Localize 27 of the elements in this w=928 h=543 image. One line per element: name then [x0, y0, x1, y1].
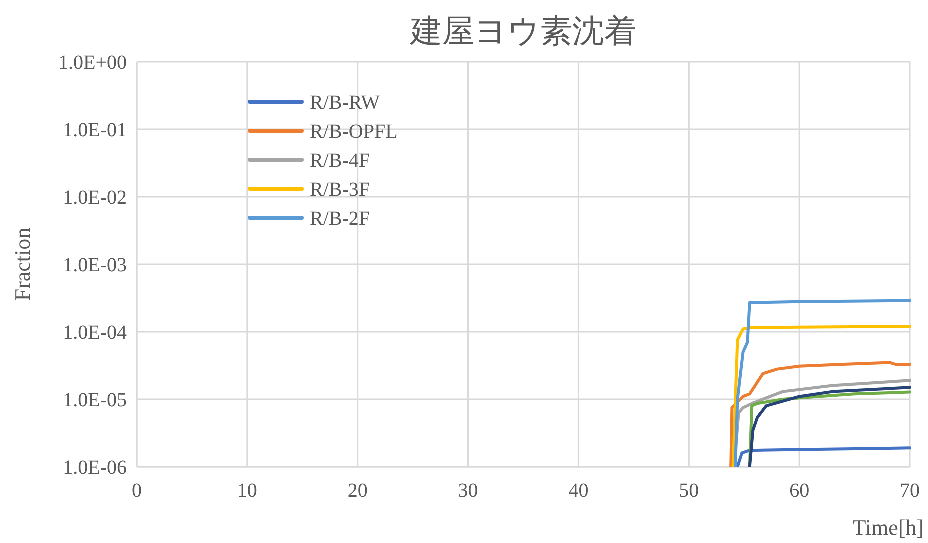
legend-label: R/B-OPFL	[310, 121, 398, 143]
y-tick-label: 1.0E-01	[63, 120, 127, 142]
x-tick-label: 10	[237, 480, 258, 502]
line-series	[730, 361, 912, 467]
x-tick-label: 0	[132, 480, 142, 502]
chart-title: 建屋ヨウ素沈着	[410, 13, 636, 49]
legend-label: R/B-2F	[310, 208, 370, 230]
legend-label: R/B-RW	[310, 92, 380, 114]
y-tick-label: 1.0E-05	[63, 390, 127, 412]
x-tick-label: 60	[790, 480, 810, 502]
x-tick-label: 20	[348, 480, 368, 502]
x-tick-label: 50	[679, 480, 700, 502]
y-tick-label: 1.0E+00	[58, 52, 127, 74]
x-axis-title: Time[h]	[852, 515, 924, 540]
legend-label: R/B-4F	[310, 150, 370, 172]
x-tick-label: 40	[568, 480, 589, 502]
x-tick-label: 30	[458, 480, 478, 502]
y-tick-label: 1.0E-04	[63, 322, 127, 344]
y-axis-title: Fraction	[10, 228, 35, 302]
y-tick-label: 1.0E-03	[63, 254, 127, 276]
line-series	[736, 446, 912, 467]
y-tick-label: 1.0E-02	[63, 187, 127, 209]
legend-label: R/B-3F	[310, 179, 370, 201]
line-series	[734, 299, 912, 467]
line-series	[732, 325, 912, 467]
y-tick-label: 1.0E-06	[63, 457, 127, 479]
x-tick-label: 70	[900, 480, 920, 502]
